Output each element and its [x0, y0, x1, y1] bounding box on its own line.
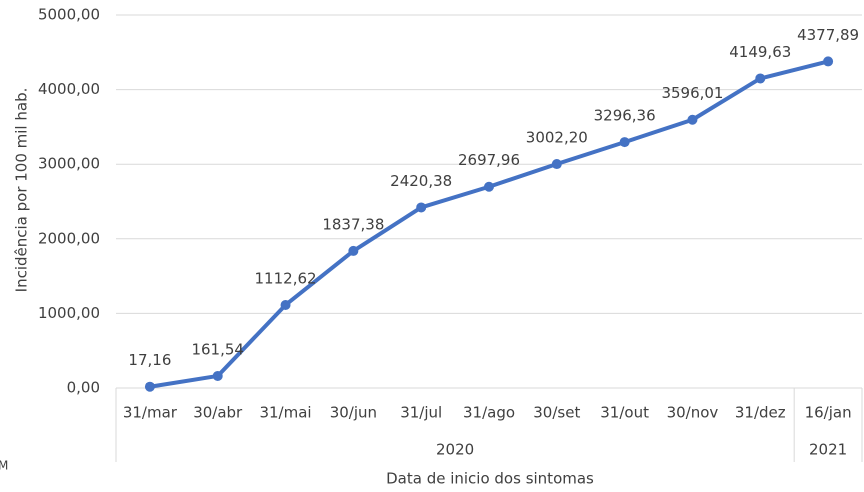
- x-tick-label: 31/out: [600, 404, 649, 422]
- data-label: 4377,89: [797, 26, 859, 44]
- point: [755, 73, 766, 84]
- y-tick-label: 3000,00: [38, 155, 100, 173]
- data-label: 3296,36: [594, 107, 656, 125]
- y-tick-label: 4000,00: [38, 80, 100, 98]
- x-tick-label: 31/dez: [735, 404, 786, 422]
- point: [823, 56, 834, 67]
- data-label: 1837,38: [322, 215, 384, 233]
- x-axis-title: Data de inicio dos sintomas: [386, 470, 594, 488]
- point: [144, 381, 155, 392]
- point: [687, 114, 698, 125]
- y-tick-label: 0,00: [67, 379, 100, 397]
- x-tick-label: 16/jan: [805, 404, 852, 422]
- data-label: 2697,96: [458, 151, 520, 169]
- y-tick-label: 2000,00: [38, 229, 100, 247]
- data-label: 4149,63: [729, 43, 791, 61]
- point: [484, 181, 494, 192]
- point: [619, 137, 630, 148]
- group-label: 2021: [809, 441, 847, 459]
- data-label: 2420,38: [390, 172, 452, 190]
- point: [280, 299, 291, 310]
- point: [212, 370, 223, 381]
- x-tick-label: 31/mar: [123, 404, 178, 422]
- data-label: 17,16: [128, 351, 171, 369]
- data-label: 3596,01: [661, 84, 723, 102]
- x-tick-label: 31/mai: [259, 404, 311, 422]
- x-tick-label: 30/nov: [667, 404, 719, 422]
- x-tick-label: 31/ago: [463, 404, 515, 422]
- annotation: M: [0, 459, 8, 473]
- data-label: 1112,62: [255, 269, 317, 287]
- x-tick-label: 30/abr: [193, 404, 243, 422]
- group-label: 2020: [436, 441, 474, 459]
- x-tick-label: 30/jun: [330, 404, 377, 422]
- point: [348, 245, 359, 256]
- data-label: 161,54: [191, 340, 244, 358]
- x-tick-label: 31/jul: [400, 404, 442, 422]
- line: [149, 59, 829, 389]
- y-axis-title: Incidência por 100 mil hab.: [13, 88, 31, 293]
- data-label: 3002,20: [526, 129, 588, 147]
- y-tick-label: 1000,00: [38, 304, 100, 322]
- point: [551, 159, 562, 170]
- y-tick-label: 5000,00: [38, 6, 100, 24]
- x-tick-label: 30/set: [533, 404, 580, 422]
- point: [416, 202, 427, 213]
